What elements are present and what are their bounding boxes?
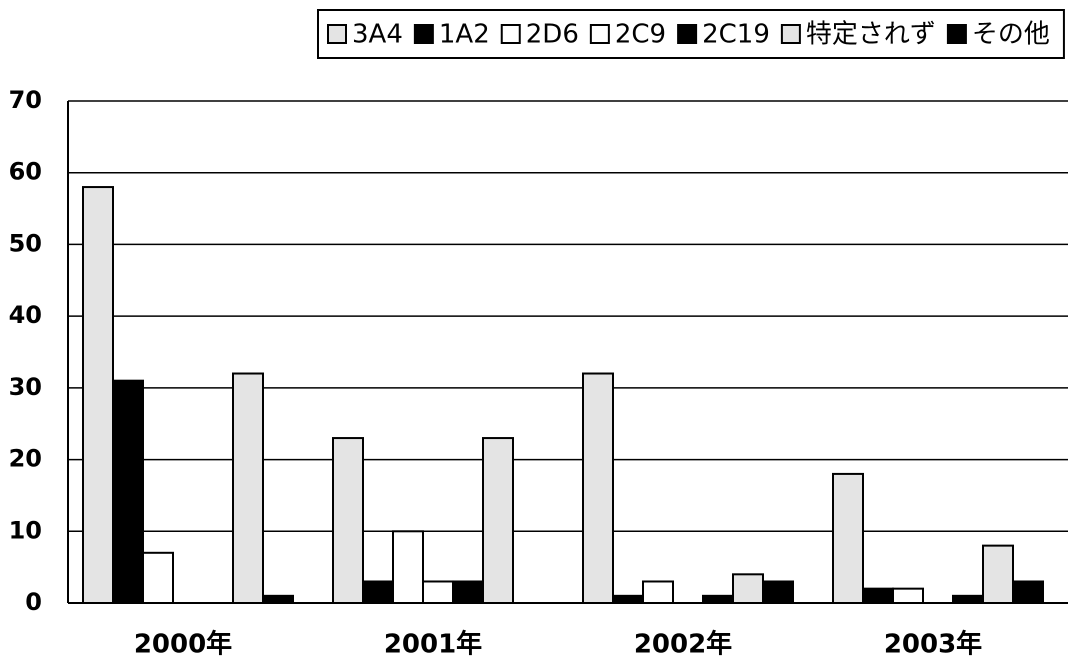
bar xyxy=(482,437,514,604)
x-tick-label: 2003年 xyxy=(884,629,982,660)
legend-label: その他 xyxy=(972,20,1050,50)
legend-label: 2C9 xyxy=(615,20,666,50)
x-tick-label: 2001年 xyxy=(384,629,482,660)
x-tick-label: 2000年 xyxy=(134,629,232,660)
y-tick-label: 70 xyxy=(9,86,42,114)
bar xyxy=(952,594,984,604)
x-tick-label: 2002年 xyxy=(634,629,732,660)
y-tick-label: 30 xyxy=(9,373,42,401)
bar xyxy=(392,530,424,604)
bar xyxy=(1012,580,1044,605)
bar xyxy=(422,580,454,605)
legend-swatch xyxy=(677,24,698,44)
bar xyxy=(732,573,764,604)
bar xyxy=(262,594,294,604)
bar xyxy=(702,594,734,604)
bar xyxy=(332,437,364,604)
legend-label: 1A2 xyxy=(439,20,490,50)
y-tick-label: 60 xyxy=(9,158,42,186)
legend-label: 2D6 xyxy=(526,20,579,50)
legend-swatch xyxy=(780,24,801,44)
legend-swatch xyxy=(500,24,521,44)
bar xyxy=(642,580,674,605)
bar xyxy=(112,379,144,604)
y-tick-label: 40 xyxy=(9,301,42,329)
bar xyxy=(142,551,174,604)
legend-swatch xyxy=(327,24,347,44)
legend-swatch xyxy=(946,24,967,44)
bar xyxy=(612,594,644,604)
bar xyxy=(362,580,394,605)
bar xyxy=(762,580,794,605)
bar xyxy=(232,372,264,604)
legend-swatch xyxy=(589,24,610,44)
bar xyxy=(892,587,924,605)
y-tick-label: 20 xyxy=(9,445,42,473)
legend-swatch xyxy=(413,24,434,44)
bar xyxy=(582,372,614,604)
bar xyxy=(832,472,864,604)
legend-label: 特定されず xyxy=(806,20,936,50)
bar xyxy=(452,580,484,605)
bar xyxy=(862,587,894,605)
legend-label: 2C19 xyxy=(702,20,770,50)
bar xyxy=(982,544,1014,605)
y-tick-label: 0 xyxy=(25,588,42,616)
y-tick-label: 10 xyxy=(9,516,42,544)
legend-label: 3A4 xyxy=(352,20,403,50)
bar xyxy=(82,186,114,605)
y-tick-label: 50 xyxy=(9,229,42,257)
